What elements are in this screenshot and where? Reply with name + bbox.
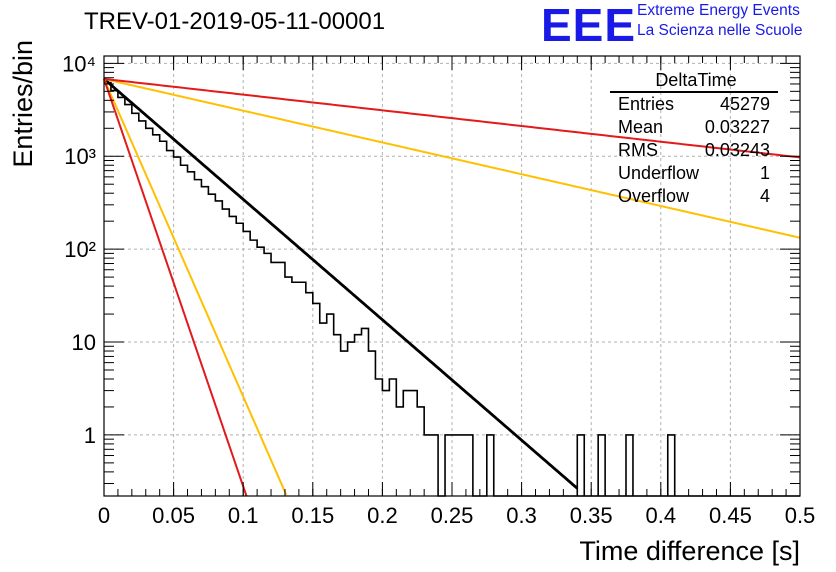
stats-label: Underflow <box>618 163 700 183</box>
fit-curves <box>103 77 801 497</box>
x-tick-label: 0.5 <box>785 503 816 528</box>
x-tick-label: 0.1 <box>228 503 259 528</box>
histogram-spike <box>597 434 606 496</box>
stats-label: Mean <box>618 117 664 137</box>
x-tick-label: 0.3 <box>506 503 537 528</box>
x-tick-label: 0.4 <box>646 503 677 528</box>
stats-value: 4 <box>759 186 770 206</box>
y-tick-label: 1 <box>84 423 96 448</box>
fit-curve <box>103 78 248 497</box>
fit-curve <box>103 77 801 159</box>
stats-value: 1 <box>759 163 770 183</box>
x-tick-label: 0.25 <box>431 503 474 528</box>
histogram-spike <box>666 434 676 496</box>
y-tick-label: 10² <box>64 237 96 262</box>
fit-curve <box>103 77 801 239</box>
y-tick-label: 10⁴ <box>62 51 96 76</box>
stats-value: 45279 <box>719 94 770 114</box>
stats-label: Overflow <box>618 186 690 206</box>
x-tick-label: 0 <box>98 503 110 528</box>
stats-divider <box>610 91 778 93</box>
logo-line-2: La Scienza nelle Scuole <box>637 22 803 39</box>
fit-curve <box>103 77 579 490</box>
axis-ticks: 0 0.05 0.1 0.15 0.2 0.25 0.3 0.35 0.4 0.45 0.5 10⁴ 1… <box>62 51 815 528</box>
y-axis-label: Entries/bin <box>8 40 38 168</box>
grid <box>104 56 800 496</box>
stats-value: 0.03227 <box>704 117 770 137</box>
x-tick-label: 0.05 <box>152 503 195 528</box>
x-tick-label: 0.15 <box>291 503 334 528</box>
x-tick-label: 0.2 <box>367 503 398 528</box>
histogram-spike <box>625 434 634 496</box>
x-tick-label: 0.35 <box>570 503 613 528</box>
fit-curve <box>103 78 288 496</box>
stats-title: DeltaTime <box>655 70 737 90</box>
stats-label: RMS <box>618 140 658 160</box>
chart-title: TREV-01-2019-05-11-00001 <box>84 8 386 35</box>
y-tick-label: 10³ <box>64 144 96 169</box>
logo-line-1: Extreme Energy Events <box>637 2 800 19</box>
y-tick-label: 10 <box>72 330 96 355</box>
stats-value: 0.03243 <box>704 140 770 160</box>
eee-logo: EEE <box>541 0 637 51</box>
x-tick-label: 0.45 <box>709 503 752 528</box>
x-axis-label: Time difference [s] <box>579 536 800 566</box>
stats-label: Entries <box>618 94 675 114</box>
histogram-spike <box>576 434 586 496</box>
